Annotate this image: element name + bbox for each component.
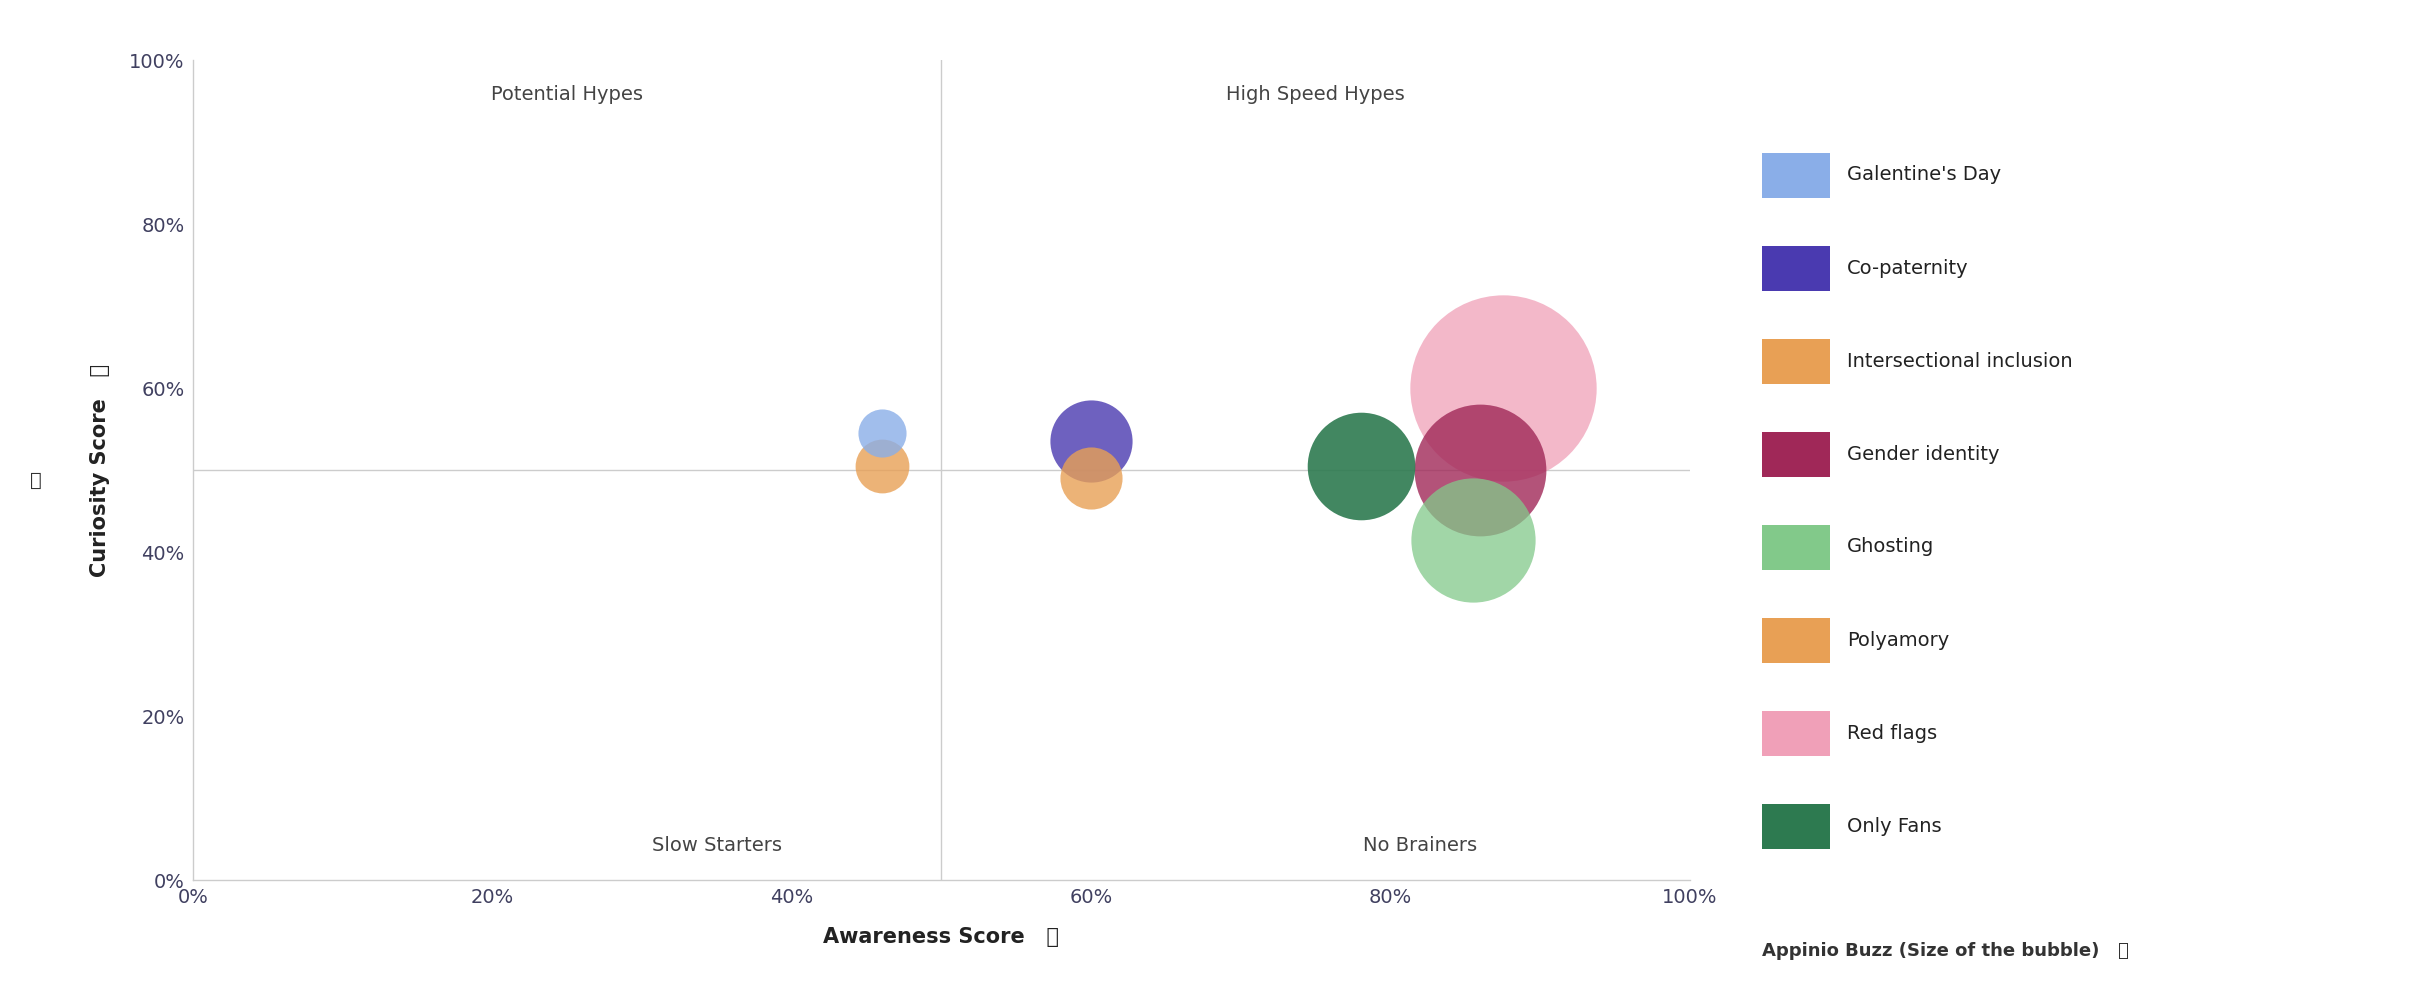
Point [1482,380,1521,396]
Point [1072,433,1110,449]
Text: Intersectional inclusion: Intersectional inclusion [1847,352,2071,371]
Point [862,425,900,441]
Text: High Speed Hypes: High Speed Hypes [1226,85,1405,104]
Point [862,458,900,474]
Text: Polyamory: Polyamory [1847,631,1948,650]
Text: Appinio Buzz (Size of the bubble)   ⓘ: Appinio Buzz (Size of the bubble) ⓘ [1762,942,2129,960]
Y-axis label: Curiosity Score   ⓘ: Curiosity Score ⓘ [89,363,111,577]
Text: ⓘ: ⓘ [31,471,41,489]
X-axis label: Awareness Score   ⓘ: Awareness Score ⓘ [823,927,1060,947]
Point [1072,470,1110,486]
Text: Potential Hypes: Potential Hypes [492,85,642,104]
Point [1342,458,1381,474]
Point [1453,532,1492,548]
Point [1460,462,1499,478]
Text: Gender identity: Gender identity [1847,445,1999,464]
Text: Red flags: Red flags [1847,724,1936,743]
Text: Galentine's Day: Galentine's Day [1847,165,2001,184]
Text: No Brainers: No Brainers [1364,836,1477,855]
Text: Ghosting: Ghosting [1847,538,1934,556]
Text: Co-paternity: Co-paternity [1847,258,1967,277]
Text: Slow Starters: Slow Starters [652,836,782,855]
Text: Only Fans: Only Fans [1847,816,1941,836]
